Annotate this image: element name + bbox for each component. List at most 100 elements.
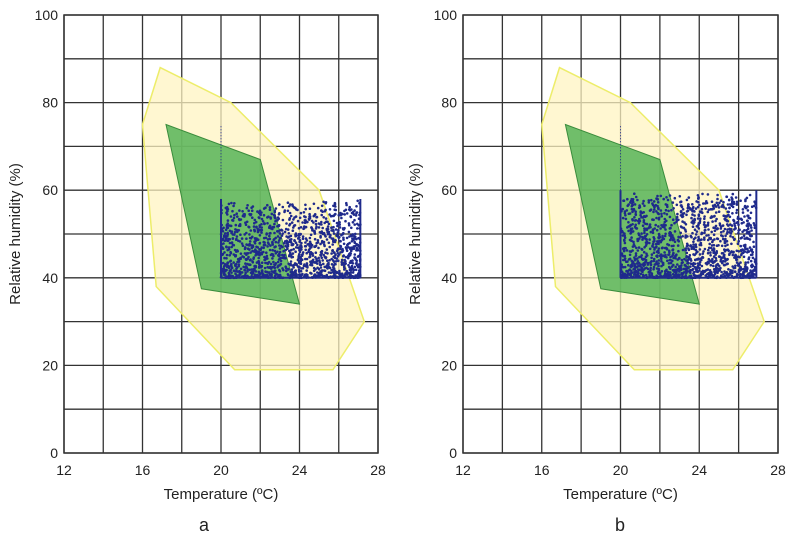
data-point	[303, 215, 306, 218]
data-point	[273, 210, 277, 214]
data-point	[287, 232, 291, 235]
data-point	[734, 264, 737, 268]
data-point	[290, 268, 294, 271]
data-point	[304, 248, 308, 252]
data-point	[294, 272, 298, 276]
data-point	[322, 200, 325, 204]
data-point	[231, 219, 235, 222]
x-tick-label: 24	[292, 462, 308, 478]
data-point	[230, 245, 233, 249]
data-point	[708, 269, 712, 272]
data-point	[671, 248, 675, 251]
data-point	[640, 266, 644, 270]
data-point	[228, 254, 231, 257]
data-point	[704, 207, 707, 210]
data-point	[346, 243, 349, 247]
data-point	[288, 240, 291, 243]
y-axis-label: Relative humidity (%)	[7, 163, 24, 305]
data-point	[263, 266, 267, 270]
data-point	[344, 259, 347, 263]
data-point	[716, 227, 719, 231]
data-point	[735, 261, 739, 264]
data-point	[354, 214, 358, 217]
data-point	[234, 262, 238, 266]
data-point	[270, 272, 273, 276]
data-point	[227, 246, 231, 249]
plot-frame	[63, 14, 379, 454]
data-point	[751, 256, 755, 260]
data-point	[286, 273, 290, 276]
data-point	[665, 219, 668, 223]
data-point	[253, 237, 257, 240]
data-point	[692, 237, 696, 241]
data-point	[264, 258, 267, 261]
data-point	[733, 256, 736, 259]
data-point	[723, 248, 726, 251]
data-point	[297, 234, 300, 237]
data-point	[629, 274, 633, 278]
data-point	[341, 254, 345, 258]
data-point	[623, 236, 627, 239]
data-point	[323, 221, 327, 225]
data-point	[297, 226, 301, 230]
data-point	[677, 235, 680, 239]
data-point	[629, 263, 633, 267]
data-point	[639, 213, 642, 217]
data-point	[652, 200, 656, 203]
data-point	[686, 204, 690, 208]
data-point	[277, 252, 281, 256]
data-point	[635, 246, 638, 250]
data-point	[278, 239, 281, 242]
data-point	[276, 219, 279, 222]
chart-panel-b: 12 16 20 24 28 0 20 40 60 80 100 Temperature (ºC) Re…	[407, 7, 786, 535]
data-point	[273, 249, 277, 253]
data-point	[623, 241, 627, 245]
data-point	[283, 209, 287, 212]
y-tick-label: 100	[35, 7, 59, 23]
data-point	[348, 209, 352, 212]
data-point	[296, 258, 300, 262]
data-point	[704, 224, 708, 227]
data-point	[271, 248, 275, 252]
data-point	[315, 215, 318, 219]
data-point	[669, 267, 672, 271]
data-point	[656, 194, 659, 198]
data-point	[266, 203, 269, 207]
data-point	[274, 217, 277, 220]
data-point	[326, 220, 329, 224]
data-point	[305, 239, 309, 242]
data-point	[328, 259, 331, 262]
data-point	[235, 274, 238, 277]
data-point	[742, 267, 745, 271]
data-point	[713, 260, 716, 264]
data-point	[698, 253, 702, 256]
data-point	[719, 239, 722, 243]
data-point	[696, 258, 699, 261]
data-point	[644, 258, 648, 262]
data-point	[243, 247, 247, 251]
data-point	[348, 241, 351, 245]
data-point	[696, 217, 700, 220]
data-point	[244, 262, 247, 265]
data-point	[637, 246, 641, 249]
data-point	[345, 236, 349, 240]
data-point	[223, 251, 226, 254]
data-point	[346, 256, 350, 259]
data-point	[728, 203, 732, 206]
data-point	[717, 244, 720, 247]
data-point	[260, 269, 264, 273]
data-point	[289, 270, 293, 274]
data-point	[261, 272, 265, 276]
data-point	[712, 264, 715, 268]
data-point	[316, 206, 320, 210]
data-point	[672, 207, 675, 210]
data-point	[289, 214, 293, 218]
data-point	[623, 265, 627, 269]
data-point	[667, 253, 670, 257]
data-point	[746, 219, 749, 222]
data-point	[332, 265, 335, 269]
data-point	[232, 204, 235, 208]
data-point	[242, 265, 245, 269]
data-point	[730, 196, 733, 199]
data-point	[252, 225, 256, 228]
